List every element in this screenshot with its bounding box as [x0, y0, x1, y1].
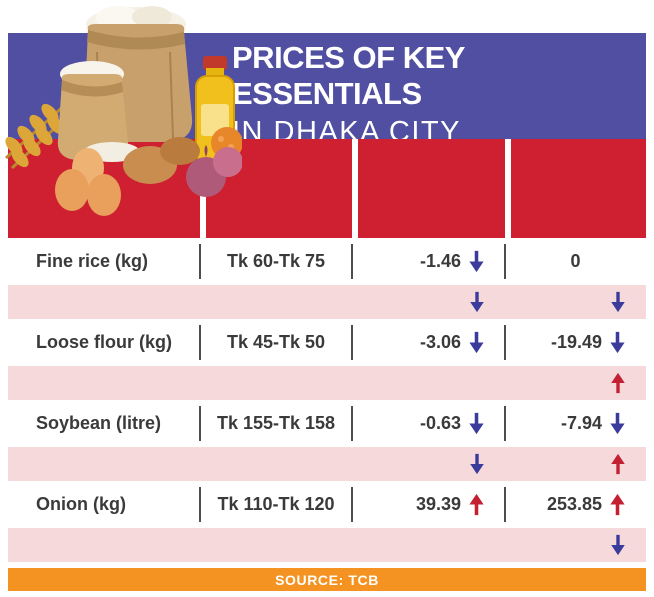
- wheat-icon: [4, 102, 74, 170]
- price-range: Tk 110-Tk 120: [199, 481, 352, 528]
- change-1: [352, 285, 505, 319]
- price-range: Tk 155-Tk 158: [199, 400, 352, 447]
- down-arrow-icon: [470, 291, 484, 313]
- item-name: Soybean (litre): [36, 413, 162, 433]
- change-2: -19.49: [504, 319, 646, 366]
- table-header-cell: [352, 139, 505, 238]
- source-label: SOURCE: TCB: [275, 571, 379, 588]
- change-1-value: -3.06: [419, 332, 461, 352]
- down-arrow-icon: [469, 250, 484, 273]
- up-arrow-icon: [611, 453, 625, 475]
- change-2: [505, 447, 646, 481]
- table-spacer-row: [8, 366, 646, 400]
- change-1: -0.63: [351, 400, 505, 447]
- table-row: Soybean (litre) Tk 155-Tk 158 -0.63 -7.94: [8, 400, 646, 447]
- up-arrow-icon: [610, 493, 625, 516]
- change-1-value: -1.46: [419, 251, 461, 271]
- change-2: [505, 528, 646, 562]
- table-row: Onion (kg) Tk 110-Tk 120 39.39 253.85: [8, 481, 646, 528]
- potatoes-icon: [123, 137, 200, 184]
- price-table-body: Fine rice (kg) Tk 60-Tk 75 -1.46 0 Loose flo…: [8, 238, 646, 562]
- change-2: [505, 285, 646, 319]
- onions-icon: [186, 145, 242, 197]
- item-name: Onion (kg): [36, 494, 126, 514]
- change-2: -7.94: [504, 400, 646, 447]
- food-collage-illustration: [4, 6, 242, 216]
- change-2-value: -19.49: [550, 332, 602, 352]
- item-name: [8, 528, 200, 562]
- change-2: 253.85: [504, 481, 646, 528]
- item-name: [8, 366, 200, 400]
- down-arrow-icon: [469, 331, 484, 354]
- up-arrow-icon: [469, 493, 484, 516]
- down-arrow-icon: [611, 291, 625, 313]
- down-arrow-icon: [470, 453, 484, 475]
- change-2-value: 0: [570, 251, 581, 271]
- change-1: [352, 447, 505, 481]
- title-line-1: PRICES OF KEY ESSENTIALS: [232, 40, 465, 111]
- change-2-value: 253.85: [546, 494, 602, 514]
- up-arrow-icon: [611, 372, 625, 394]
- page-title: PRICES OF KEY ESSENTIALS IN DHAKA CITY: [232, 40, 646, 150]
- item-name: [8, 447, 200, 481]
- down-arrow-icon: [611, 534, 625, 556]
- change-1-value: -0.63: [419, 413, 461, 433]
- change-1: -1.46: [351, 238, 505, 285]
- eggs-icon: [55, 148, 121, 216]
- down-arrow-icon: [610, 412, 625, 435]
- change-1: 39.39: [351, 481, 505, 528]
- item-name: Fine rice (kg): [36, 251, 149, 271]
- source-bar: SOURCE: TCB: [8, 568, 646, 591]
- table-row: Fine rice (kg) Tk 60-Tk 75 -1.46 0: [8, 238, 646, 285]
- change-1: -3.06: [351, 319, 505, 366]
- item-name: [8, 285, 200, 319]
- change-2: [505, 366, 646, 400]
- price-range: [200, 528, 352, 562]
- table-row: Loose flour (kg) Tk 45-Tk 50 -3.06 -19.49: [8, 319, 646, 366]
- change-2: 0: [504, 238, 646, 285]
- price-range: [200, 366, 352, 400]
- table-spacer-row: [8, 447, 646, 481]
- item-name: Loose flour (kg): [36, 332, 172, 352]
- price-range: Tk 45-Tk 50: [199, 319, 352, 366]
- down-arrow-icon: [469, 412, 484, 435]
- price-range: Tk 60-Tk 75: [199, 238, 352, 285]
- change-1: [352, 366, 505, 400]
- change-1-value: 39.39: [415, 494, 461, 514]
- down-arrow-icon: [610, 331, 625, 354]
- table-spacer-row: [8, 285, 646, 319]
- table-header-cell: [505, 139, 646, 238]
- change-2-value: -7.94: [560, 413, 602, 433]
- change-1: [352, 528, 505, 562]
- price-range: [200, 447, 352, 481]
- table-spacer-row: [8, 528, 646, 562]
- price-range: [200, 285, 352, 319]
